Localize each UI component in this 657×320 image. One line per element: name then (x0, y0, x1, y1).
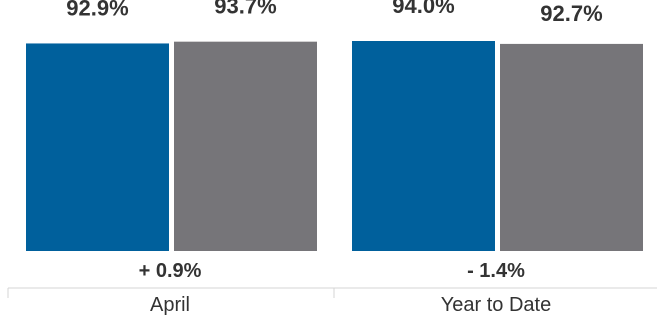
value-label: 92.9% (66, 0, 128, 20)
category-tick-label: Year to Date (441, 294, 551, 316)
value-labels-layer: 92.9% 93.7% 94.0% 92.7% (66, 0, 602, 26)
value-label: 94.0% (392, 0, 454, 18)
change-labels-layer: + 0.9% - 1.4% (139, 260, 526, 282)
bars-layer (26, 41, 643, 252)
change-label: + 0.9% (139, 260, 202, 282)
change-label: - 1.4% (467, 260, 525, 282)
bar-year-to-date-series-1 (352, 41, 495, 251)
category-tick-label: April (150, 294, 190, 316)
value-label: 93.7% (214, 0, 276, 19)
bar-april-series-2 (174, 41, 317, 251)
value-label: 92.7% (540, 1, 602, 26)
bar-year-to-date-series-2 (500, 43, 643, 252)
bar-april-series-1 (26, 43, 169, 252)
category-axis: April Year to Date (7, 287, 657, 316)
